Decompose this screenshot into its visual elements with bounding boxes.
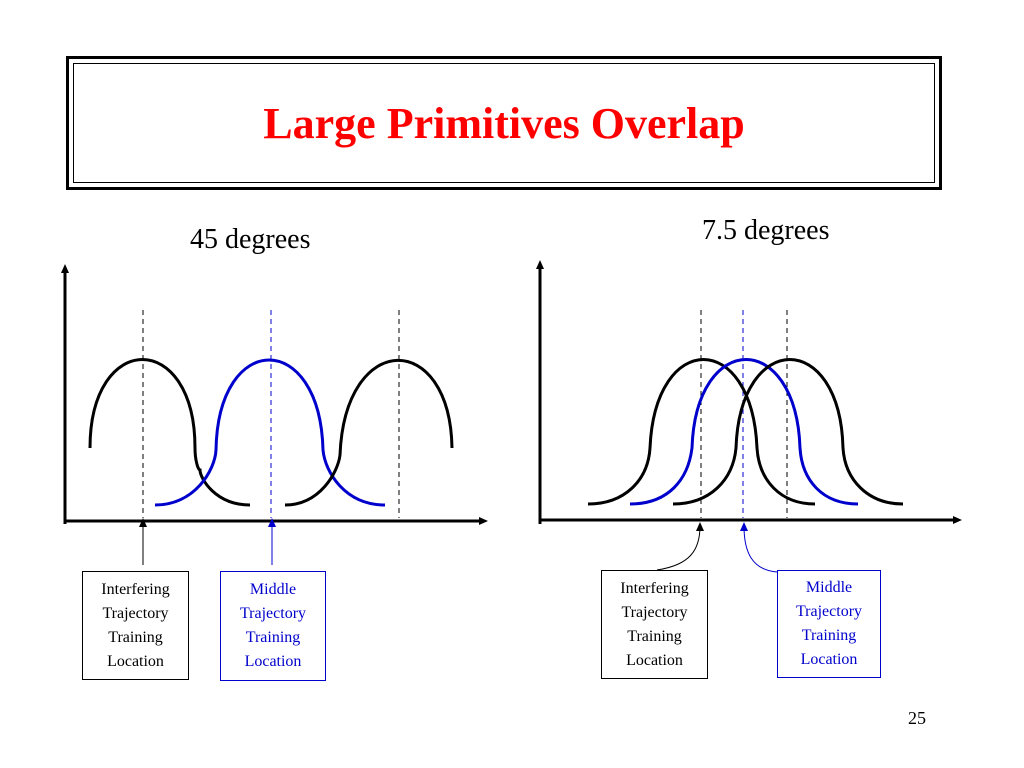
right-interfering-curve-2	[672, 358, 904, 506]
label-line: Training	[108, 628, 163, 646]
label-line: Training	[245, 629, 301, 646]
right-panel	[536, 260, 962, 573]
slide-title: Large Primitives Overlap	[263, 98, 745, 148]
page-number: 25	[908, 708, 926, 728]
label-line: Location	[626, 651, 683, 669]
right-middle-pointer	[740, 522, 778, 573]
right-panel-heading: 7.5 degrees	[702, 215, 830, 246]
label-line: Training	[627, 627, 682, 645]
label-line: Location	[244, 653, 302, 670]
left-interfering-curve-2	[284, 358, 454, 507]
right-middle-curve	[629, 358, 859, 506]
label-line: Trajectory	[795, 603, 863, 620]
label-line: Trajectory	[239, 605, 307, 622]
right-middle-location-label: Middle Trajectory Training Location	[777, 570, 881, 678]
label-line: Location	[107, 652, 164, 670]
label-line: Training	[801, 627, 857, 644]
left-panel-heading: 45 degrees	[190, 224, 311, 255]
label-line: Trajectory	[102, 604, 169, 622]
label-line: Middle	[249, 581, 297, 598]
label-line: Interfering	[101, 580, 170, 598]
label-line: Trajectory	[621, 603, 688, 621]
label-line: Interfering	[620, 579, 689, 597]
right-interfering-curve-1	[587, 358, 816, 506]
left-interfering-curve-1	[88, 358, 251, 507]
left-middle-curve	[154, 358, 386, 507]
left-middle-location-label: Middle Trajectory Training Location	[220, 571, 326, 681]
right-interfering-location-label: Interfering Trajectory Training Location	[601, 570, 708, 679]
label-line: Middle	[805, 579, 853, 596]
right-interfering-pointer	[656, 522, 704, 571]
left-interfering-location-label: Interfering Trajectory Training Location	[82, 571, 189, 680]
title-inner-frame: Large Primitives Overlap	[73, 63, 935, 183]
title-frame: Large Primitives Overlap	[66, 56, 942, 190]
left-panel	[61, 264, 488, 565]
label-line: Location	[800, 651, 858, 668]
